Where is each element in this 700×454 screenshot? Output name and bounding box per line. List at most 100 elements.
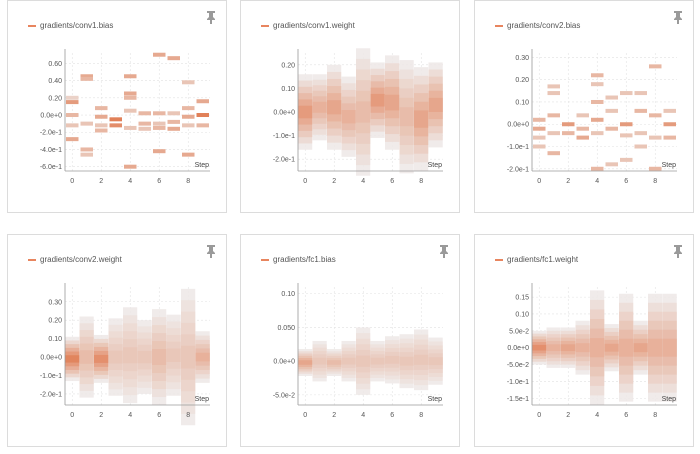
distribution-band	[167, 56, 180, 61]
y-tick-label: 0.20	[515, 77, 529, 84]
legend-label: gradients/fc1.bias	[273, 255, 336, 264]
x-axis-label: Step	[428, 396, 443, 403]
y-tick-label: -1.0e-1	[40, 373, 62, 380]
y-tick-label: -2.0e-1	[40, 391, 62, 398]
y-tick-label: 0.40	[48, 78, 62, 85]
distribution-band	[153, 125, 166, 130]
y-tick-label: 0.60	[48, 61, 62, 68]
x-tick-label: 6	[390, 412, 394, 419]
x-tick-label: 8	[653, 412, 657, 419]
pin-icon[interactable]	[205, 10, 217, 24]
x-tick-label: 8	[419, 178, 423, 185]
x-tick-label: 6	[624, 412, 628, 419]
pin-icon[interactable]	[672, 244, 684, 258]
distribution-band	[124, 95, 137, 100]
legend-swatch	[495, 258, 503, 261]
distribution-band	[634, 108, 647, 113]
distribution-band	[124, 125, 137, 130]
distribution-band	[547, 91, 560, 96]
distribution-band	[561, 344, 576, 352]
distribution-band	[414, 110, 429, 128]
distribution-band	[167, 119, 180, 124]
y-tick-label: 0.10	[281, 86, 295, 93]
y-tick-label: 0.0e+0	[40, 355, 62, 362]
distribution-band	[370, 93, 385, 107]
distribution-band	[370, 357, 385, 365]
distribution-band	[95, 114, 108, 119]
y-tick-label: 0.30	[48, 299, 62, 306]
distribution-band	[547, 113, 560, 118]
distribution-band	[662, 338, 677, 357]
y-tick-label: 0.20	[281, 62, 295, 69]
chart-card-3: gradients/conv2.bias 0.30 0.20 0.10 0.0e+0 -…	[474, 0, 694, 213]
distribution-band	[124, 108, 137, 113]
pin-icon[interactable]	[205, 244, 217, 258]
distribution-band	[428, 357, 443, 366]
distribution-band	[547, 131, 560, 136]
distribution-band	[649, 64, 662, 69]
x-tick-label: 2	[332, 178, 336, 185]
distribution-band	[547, 84, 560, 89]
distribution-band	[182, 123, 195, 128]
distribution-band	[547, 151, 560, 156]
distribution-band	[152, 349, 167, 366]
y-tick-label: 0.15	[515, 295, 529, 302]
distribution-band	[79, 350, 94, 364]
distribution-band	[167, 111, 180, 116]
legend-label: gradients/conv2.weight	[40, 255, 122, 264]
legend-label: gradients/conv1.weight	[273, 21, 355, 30]
distribution-band	[399, 107, 414, 127]
x-tick-label: 4	[595, 412, 599, 419]
distribution-band	[620, 133, 633, 138]
distribution-band	[181, 345, 196, 369]
distribution-band	[604, 343, 619, 352]
x-tick-label: 8	[419, 412, 423, 419]
chart-plot: 0.30 0.20 0.10 0.0e+0 -1.0e-1 -2.0e-1 0 2 4 6 8 Ste…	[507, 49, 677, 185]
y-tick-label: 0.050	[277, 325, 295, 332]
distribution-band	[108, 350, 123, 364]
distribution-band	[663, 108, 676, 113]
x-tick-label: 8	[653, 178, 657, 185]
distribution-band	[533, 126, 546, 131]
pin-icon[interactable]	[438, 244, 450, 258]
distribution-band	[663, 135, 676, 140]
pin-icon[interactable]	[672, 10, 684, 24]
x-tick-label: 0	[303, 412, 307, 419]
x-tick-label: 0	[537, 178, 541, 185]
distribution-band	[605, 126, 618, 131]
distribution-band	[649, 113, 662, 118]
distribution-band	[327, 360, 342, 365]
x-tick-label: 4	[361, 412, 365, 419]
legend-label: gradients/conv2.bias	[507, 21, 581, 30]
distribution-band	[312, 357, 327, 365]
distribution-band	[634, 144, 647, 149]
x-tick-label: 2	[566, 412, 570, 419]
distribution-band	[167, 126, 180, 131]
x-axis-label: Step	[428, 162, 443, 169]
distribution-band	[590, 338, 605, 358]
legend-swatch	[28, 258, 36, 261]
distribution-band	[533, 135, 546, 140]
distribution-band	[341, 110, 356, 124]
x-axis-label: Step	[195, 162, 210, 169]
distribution-band	[123, 347, 138, 364]
distribution-band	[605, 162, 618, 167]
x-tick-label: 8	[186, 178, 190, 185]
x-tick-label: 4	[361, 178, 365, 185]
distribution-band	[576, 135, 589, 140]
distribution-band	[182, 152, 195, 157]
distribution-band	[634, 131, 647, 136]
distribution-band	[399, 356, 414, 366]
distribution-band	[663, 122, 676, 127]
distribution-band	[124, 74, 137, 79]
legend-swatch	[261, 24, 269, 27]
distribution-band	[65, 355, 80, 363]
distribution-band	[385, 94, 400, 111]
distribution-band	[356, 355, 371, 367]
y-tick-label: 0.30	[515, 55, 529, 62]
y-tick-label: -6.0e-1	[40, 164, 62, 171]
x-tick-label: 0	[70, 412, 74, 419]
distribution-band	[195, 352, 210, 362]
distribution-band	[605, 95, 618, 100]
distribution-band	[341, 357, 356, 365]
